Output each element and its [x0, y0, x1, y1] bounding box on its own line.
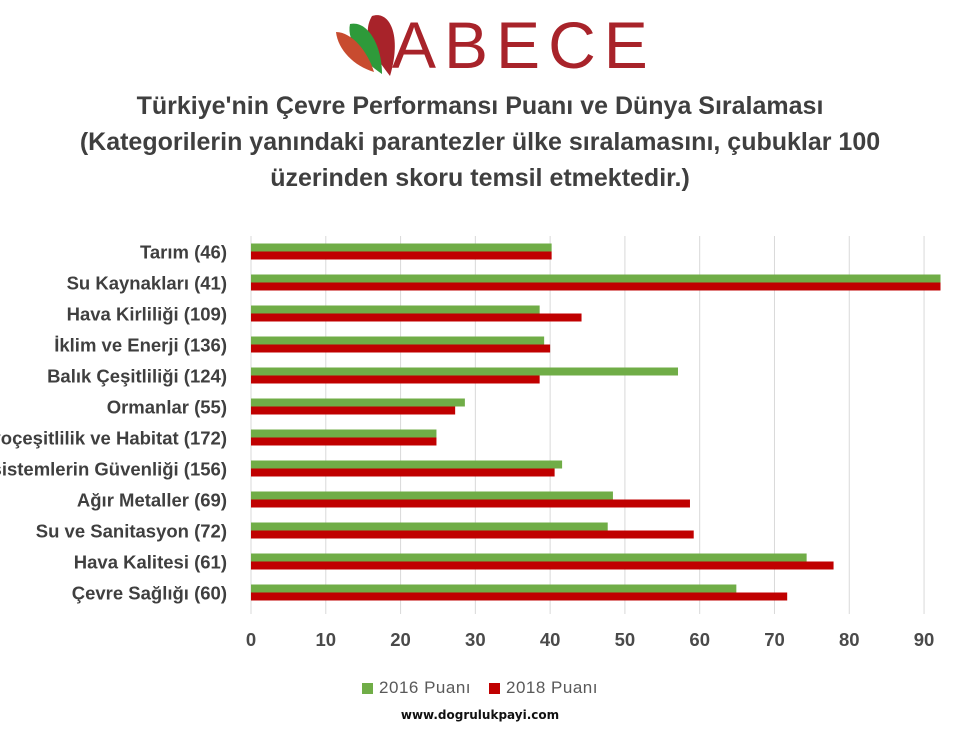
logo-leaf-red [367, 15, 395, 76]
bar-2016 [251, 522, 608, 531]
x-tick-label: 30 [465, 629, 486, 650]
bar-2016 [251, 243, 552, 252]
legend-item-2016: 2016 Puanı [362, 678, 471, 698]
logo-leaf-green [349, 23, 382, 74]
category-label: Balık Çeşitliliği (124) [47, 366, 227, 387]
bar-2018 [251, 406, 456, 415]
x-tick-label: 60 [689, 629, 710, 650]
category-label: Ekosistemlerin Güvenliği (156) [0, 459, 227, 480]
bar-2016 [251, 336, 545, 345]
category-label: Su ve Sanitasyon (72) [36, 521, 227, 542]
bar-2016 [251, 553, 807, 562]
bar-2016 [251, 367, 679, 376]
legend-swatch-2018 [489, 682, 500, 694]
x-tick-label: 0 [246, 629, 256, 650]
x-tick-label: 50 [615, 629, 636, 650]
bar-2018 [251, 375, 540, 384]
bar-chart: Tarım (46) Su Kaynakları (41) Hava Kirlili… [0, 230, 960, 660]
bar-2018 [251, 561, 834, 570]
legend-item-2018: 2018 Puanı [489, 678, 598, 698]
bar-2016 [251, 429, 437, 438]
category-label: Hava Kalitesi (61) [74, 552, 227, 573]
category-label: Su Kaynakları (41) [67, 273, 227, 294]
bar-2016 [251, 491, 613, 500]
bar-2018 [251, 251, 552, 260]
bar-2018 [251, 437, 437, 446]
category-label: İklim ve Enerji (136) [54, 335, 227, 356]
bar-2018 [251, 282, 941, 291]
bar-2016 [251, 305, 540, 314]
category-label: Hava Kirliliği (109) [67, 304, 227, 325]
bar-2016 [251, 584, 737, 593]
chart-title-line-3: üzerinden skoru temsil etmektedir.) [270, 164, 690, 192]
source-url: www.dogrulukpayi.com [400, 708, 560, 722]
category-label: Ormanlar (55) [107, 397, 227, 418]
bar-2016 [251, 274, 941, 283]
chart-title-line-1: Türkiye'nin Çevre Performansı Puanı ve D… [136, 92, 824, 120]
abece-logo [336, 15, 395, 76]
legend-label-2018: 2018 Puanı [506, 678, 598, 697]
chart-title: Türkiye'nin Çevre Performansı Puanı ve D… [0, 88, 960, 196]
bar-2016 [251, 460, 563, 469]
legend-swatch-2016 [362, 682, 374, 694]
x-tick-label: 40 [540, 629, 561, 650]
x-tick-label: 20 [390, 629, 411, 650]
bar-2018 [251, 592, 788, 601]
chart-legend: 2016 Puanı 2018 Puanı [0, 678, 960, 698]
category-label: Çevre Sağlığı (60) [72, 583, 227, 604]
logo-wordmark: ABECE [392, 8, 656, 82]
category-label: Biyoçeşitlilik ve Habitat (172) [0, 428, 227, 449]
x-tick-label: 70 [764, 629, 785, 650]
logo-leaf-orange [336, 32, 374, 72]
bar-2016 [251, 398, 465, 407]
bar-2018 [251, 499, 690, 508]
category-label: Tarım (46) [140, 242, 227, 263]
category-label: Ağır Metaller (69) [77, 490, 227, 511]
legend-label-2016: 2016 Puanı [379, 678, 471, 697]
bar-chart-svg: Tarım (46) Su Kaynakları (41) Hava Kirlili… [0, 236, 941, 650]
x-tick-label: 10 [315, 629, 336, 650]
x-tick-label: 90 [914, 629, 935, 650]
bar-2018 [251, 530, 694, 539]
bar-2018 [251, 313, 582, 322]
chart-title-line-2: (Kategorilerin yanındaki parantezler ülk… [79, 128, 881, 156]
bar-2018 [251, 468, 555, 477]
bar-2018 [251, 344, 551, 353]
x-tick-label: 80 [839, 629, 860, 650]
